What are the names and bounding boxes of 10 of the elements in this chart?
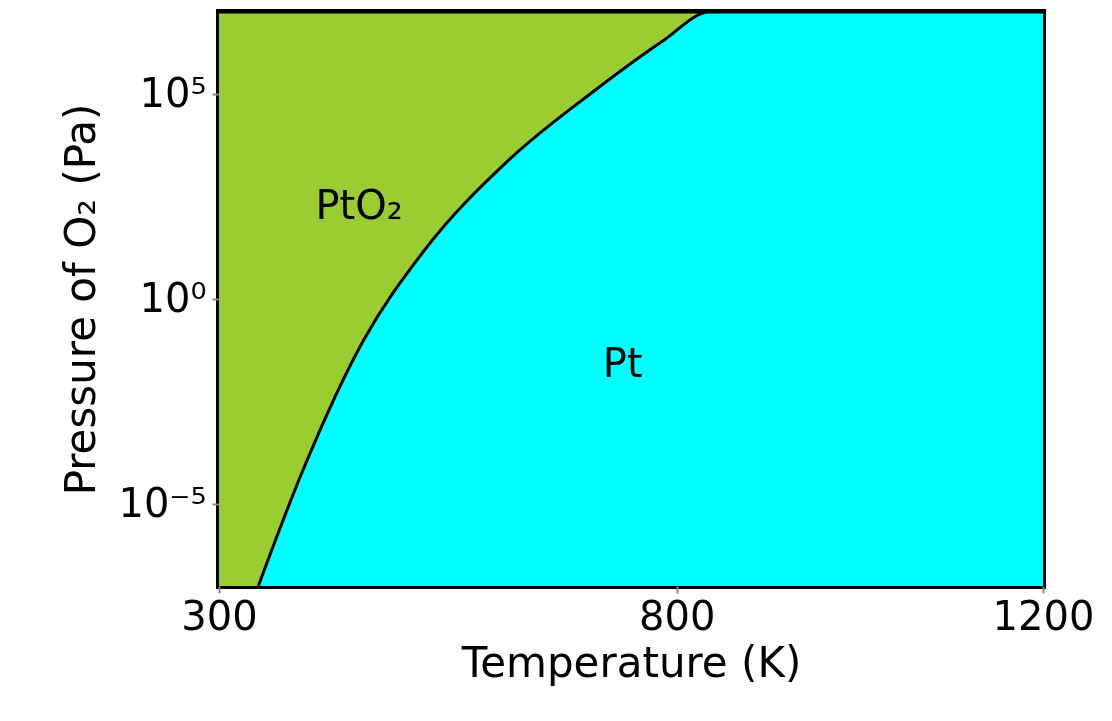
series-label: Pt bbox=[602, 340, 643, 387]
y-tick-label: 10⁵ bbox=[139, 69, 207, 116]
y-tick-label: 10⁰ bbox=[139, 274, 207, 321]
y-axis-title: Pressure of O₂ (Pa) bbox=[56, 103, 106, 496]
series-label: PtO₂ bbox=[315, 182, 403, 229]
x-tick-label: 1200 bbox=[992, 592, 1095, 639]
x-tick-label: 300 bbox=[181, 592, 258, 639]
y-tick-label: 10⁻⁵ bbox=[118, 479, 207, 526]
x-axis-title: Temperature (K) bbox=[460, 637, 802, 687]
x-tick-label: 800 bbox=[639, 592, 716, 639]
